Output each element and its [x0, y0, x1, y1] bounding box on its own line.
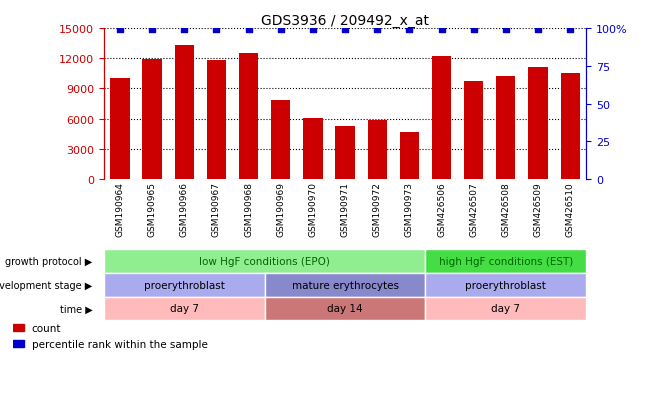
Bar — [143, 60, 161, 180]
Bar — [111, 79, 129, 180]
Text: day 14: day 14 — [327, 304, 363, 314]
Text: GSM190965: GSM190965 — [147, 182, 157, 237]
Bar — [496, 77, 515, 180]
Text: high HgF conditions (EST): high HgF conditions (EST) — [439, 256, 573, 267]
Text: GSM190972: GSM190972 — [373, 182, 382, 237]
Text: GSM190973: GSM190973 — [405, 182, 414, 237]
Point — [211, 27, 222, 34]
Bar — [561, 74, 580, 180]
Text: GSM190969: GSM190969 — [276, 182, 285, 237]
Bar — [400, 133, 419, 180]
Point — [243, 27, 254, 34]
Text: count: count — [32, 323, 62, 333]
Point — [147, 27, 157, 34]
Text: GSM190970: GSM190970 — [308, 182, 318, 237]
Text: growth protocol ▶: growth protocol ▶ — [5, 256, 92, 267]
Text: GSM426510: GSM426510 — [565, 182, 575, 236]
Bar — [464, 82, 483, 180]
Point — [500, 27, 511, 34]
Bar — [207, 61, 226, 180]
Bar — [368, 120, 387, 180]
Point — [308, 27, 318, 34]
Text: GSM190968: GSM190968 — [244, 182, 253, 237]
Point — [179, 27, 190, 34]
Bar — [13, 340, 25, 347]
Text: GSM190971: GSM190971 — [340, 182, 350, 237]
Bar — [239, 54, 258, 180]
Point — [533, 27, 543, 34]
Text: day 7: day 7 — [491, 304, 521, 314]
Text: percentile rank within the sample: percentile rank within the sample — [32, 339, 208, 349]
Point — [275, 27, 286, 34]
Text: GSM190964: GSM190964 — [115, 182, 125, 237]
Title: GDS3936 / 209492_x_at: GDS3936 / 209492_x_at — [261, 14, 429, 28]
Bar — [13, 324, 25, 332]
Bar — [432, 57, 451, 180]
Point — [372, 27, 383, 34]
Text: proerythroblast: proerythroblast — [466, 280, 546, 290]
Text: GSM426507: GSM426507 — [469, 182, 478, 236]
Text: day 7: day 7 — [170, 304, 199, 314]
Bar — [304, 119, 322, 180]
Text: proerythroblast: proerythroblast — [144, 280, 224, 290]
Text: time ▶: time ▶ — [60, 304, 92, 314]
Bar — [175, 46, 194, 180]
Bar — [271, 100, 290, 180]
Point — [404, 27, 415, 34]
Text: GSM190966: GSM190966 — [180, 182, 189, 237]
Text: GSM426509: GSM426509 — [533, 182, 543, 236]
Text: GSM190967: GSM190967 — [212, 182, 221, 237]
Point — [468, 27, 479, 34]
Text: development stage ▶: development stage ▶ — [0, 280, 92, 290]
Point — [340, 27, 350, 34]
Text: GSM426508: GSM426508 — [501, 182, 511, 236]
Text: GSM426506: GSM426506 — [437, 182, 446, 236]
Point — [436, 27, 447, 34]
Bar — [529, 68, 547, 180]
Text: low HgF conditions (EPO): low HgF conditions (EPO) — [199, 256, 330, 267]
Bar — [336, 126, 354, 180]
Point — [115, 27, 125, 34]
Text: mature erythrocytes: mature erythrocytes — [291, 280, 399, 290]
Point — [565, 27, 576, 34]
